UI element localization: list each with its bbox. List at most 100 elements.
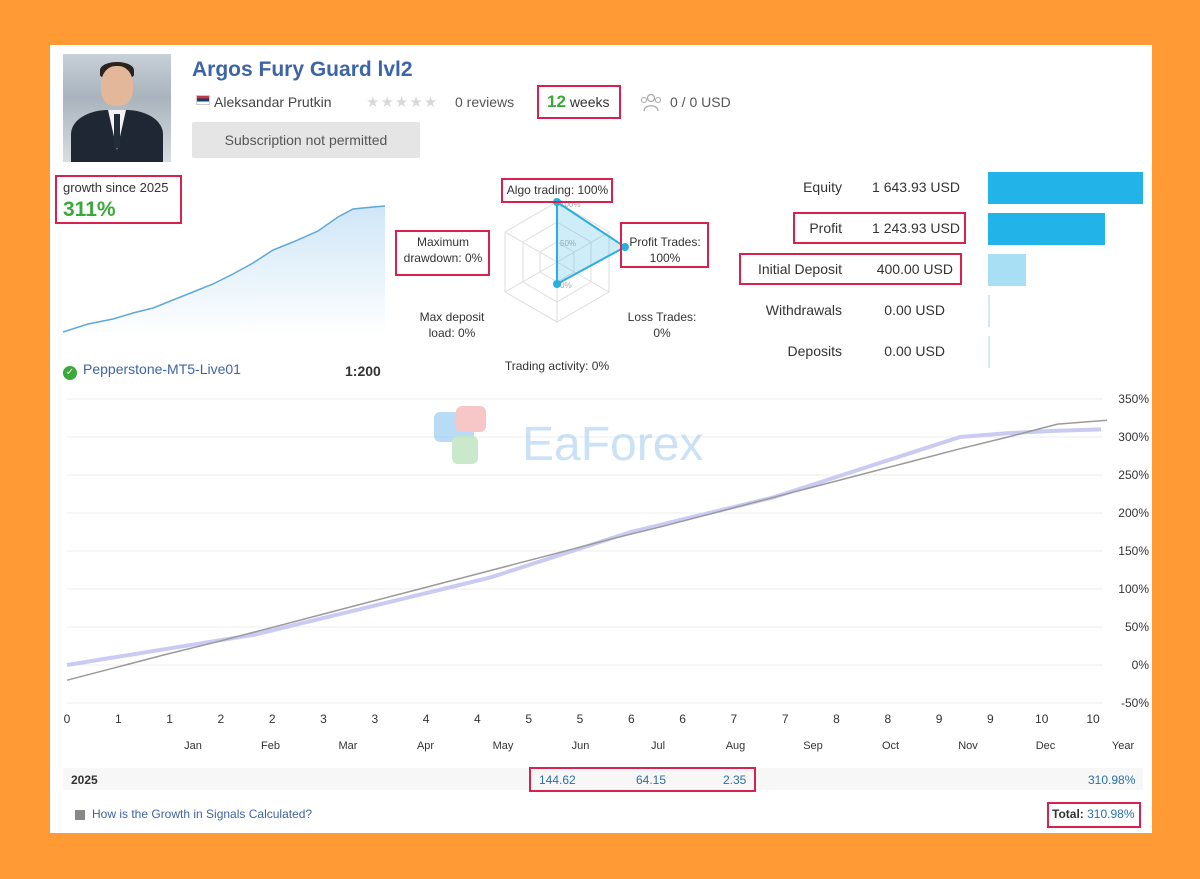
y-tick-label: 350% (1118, 393, 1149, 406)
radar-ring-100: 100% (560, 200, 580, 209)
deposits-bar (988, 336, 990, 368)
radar-label-algo: Algo trading: 100% (506, 183, 609, 197)
radar-label-profit-line1: Profit Trades: (629, 235, 701, 249)
radar-label-loss: Loss Trades: 0% (620, 309, 704, 341)
radar-point-profit (621, 243, 629, 251)
total-highlight (1047, 802, 1141, 828)
x-tick-label: 8 (833, 712, 840, 726)
growth-value: 311% (63, 198, 116, 221)
radar-label-deposit: Max deposit load: 0% (408, 309, 496, 341)
x-tick-label: 6 (628, 712, 635, 726)
profit-highlight (793, 212, 966, 244)
x-tick-label: 10 (1086, 712, 1100, 726)
month-label: May (493, 740, 514, 752)
watermark-text: EaForex (522, 418, 703, 471)
radar-label-activity: Trading activity: 0% (504, 359, 610, 373)
growth-jun[interactable]: 144.62 (539, 773, 576, 787)
signal-card: Argos Fury Guard lvl2 Aleksandar Prutkin… (50, 45, 1152, 833)
profit-trades-highlight (620, 222, 709, 268)
leverage: 1:200 (345, 363, 381, 379)
x-tick-label: 9 (936, 712, 943, 726)
month-label: Aug (726, 740, 746, 752)
radar-label-drawdown-line1: Maximum (416, 235, 469, 249)
total: Total: 310.98% (1052, 807, 1135, 821)
y-tick-label: 200% (1118, 506, 1149, 520)
x-tick-label: 2 (218, 712, 225, 726)
verified-check-icon: ✓ (63, 366, 77, 380)
month-label: Feb (261, 740, 280, 752)
growth-jul[interactable]: 64.15 (636, 773, 667, 787)
subscribers-count: 0 / 0 USD (670, 94, 731, 110)
total-label: Total: (1052, 807, 1084, 821)
withdrawals-label: Withdrawals (765, 302, 842, 318)
total-value: 310.98% (1087, 807, 1135, 821)
x-tick-label: 1 (166, 712, 173, 726)
serbia-flag-icon (196, 95, 210, 105)
radar-label-loss-line1: Loss Trades: (627, 310, 697, 324)
x-tick-label: 5 (525, 712, 532, 726)
growth-aug[interactable]: 2.35 (723, 773, 747, 787)
profit-value: 1 243.93 USD (872, 220, 960, 236)
monthly-highlight (529, 767, 756, 792)
x-tick-label: 2 (269, 712, 276, 726)
help-icon (75, 810, 85, 820)
x-tick-label: 1 (115, 712, 122, 726)
signal-age: 12 weeks (547, 92, 610, 112)
month-label: Mar (339, 740, 358, 752)
radar-label-profit: Profit Trades: 100% (622, 234, 708, 266)
growth-highlight (55, 175, 182, 224)
equity-label: Equity (803, 179, 842, 195)
deposit-highlight (739, 253, 962, 285)
radar-label-deposit-line2: load: 0% (428, 326, 476, 340)
initial-deposit-value: 400.00 USD (876, 261, 953, 277)
radar-label-deposit-line1: Max deposit (419, 310, 485, 324)
radar-ring-0: 0% (560, 281, 572, 290)
signal-title[interactable]: Argos Fury Guard lvl2 (192, 58, 413, 81)
y-tick-label: 300% (1118, 430, 1149, 444)
x-tick-label: 0 (64, 712, 71, 726)
rating-stars-icon: ★★★★★ (366, 94, 439, 111)
x-tick-label: 4 (474, 712, 481, 726)
equity-bar (988, 172, 1143, 204)
month-label: Jul (651, 740, 665, 752)
growth-table-year: 2025 (71, 773, 98, 787)
subscribers-icon (640, 93, 662, 112)
eaforex-watermark: EaForex (434, 406, 703, 471)
author-avatar[interactable] (63, 54, 171, 162)
broker-link[interactable]: ✓ Pepperstone-MT5-Live01 (63, 361, 241, 380)
weeks-highlight (537, 85, 621, 119)
month-label: Jan (184, 740, 202, 752)
x-tick-label: 7 (731, 712, 738, 726)
growth-year-total[interactable]: 310.98% (1088, 773, 1136, 787)
withdrawals-bar (988, 295, 990, 327)
x-tick-label: 6 (679, 712, 686, 726)
weeks-value: 12 (547, 92, 566, 111)
y-tick-label: 250% (1118, 468, 1149, 482)
profit-bar (988, 213, 1106, 245)
growth-sparkline (63, 205, 386, 337)
month-label: Year (1112, 740, 1135, 752)
growth-series-line (66, 427, 1102, 667)
x-tick-label: 9 (987, 712, 994, 726)
deposits-label: Deposits (787, 343, 842, 359)
reviews-count[interactable]: 0 reviews (455, 94, 515, 110)
month-label: Nov (958, 740, 978, 752)
y-tick-label: 150% (1118, 544, 1149, 558)
growth-help-link[interactable]: How is the Growth in Signals Calculated? (92, 807, 313, 821)
radar-chart: 100% 50% 0% (504, 198, 629, 323)
y-tick-label: 50% (1125, 620, 1149, 634)
author-name[interactable]: Aleksandar Prutkin (214, 94, 332, 110)
y-tick-label: 100% (1118, 582, 1149, 596)
growth-chart: 350% 300% 250% 200% 150% 100% 50% 0% -50% 0 1 1 2 2 3 3… (64, 393, 1150, 752)
weeks-unit: weeks (569, 94, 610, 110)
initial-deposit-label: Initial Deposit (757, 261, 842, 277)
subscribe-button[interactable]: Subscription not permitted (192, 122, 420, 158)
radar-label-profit-line2: 100% (649, 251, 681, 265)
growth-label: growth since 2025 (63, 180, 169, 195)
x-tick-label: 3 (371, 712, 378, 726)
growth-table-row (63, 768, 1143, 790)
month-label: Oct (882, 740, 899, 752)
month-label: Apr (417, 740, 434, 752)
initial-deposit-bar (988, 254, 1026, 286)
y-tick-label: -50% (1121, 696, 1149, 710)
